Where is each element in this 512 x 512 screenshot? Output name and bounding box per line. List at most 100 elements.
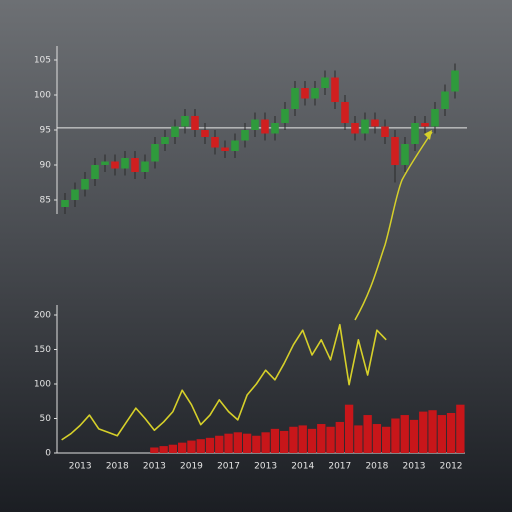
bar xyxy=(391,418,400,453)
candle-body xyxy=(181,116,189,127)
bar xyxy=(233,432,242,453)
candle-body xyxy=(151,144,159,162)
candle-body xyxy=(381,126,389,137)
candle-body xyxy=(121,158,129,169)
x-tick-label: 2019 xyxy=(180,462,203,472)
bar xyxy=(159,446,168,453)
bar xyxy=(409,419,419,453)
bar xyxy=(187,440,196,453)
candle-body xyxy=(301,88,309,99)
candle-body xyxy=(131,158,139,172)
bar xyxy=(419,411,428,453)
bar xyxy=(428,410,437,453)
bar xyxy=(372,424,382,453)
candle-body xyxy=(321,77,329,88)
x-tick-label: 2018 xyxy=(106,462,129,472)
candle-body xyxy=(251,119,259,130)
x-tick-label: 2013 xyxy=(69,462,92,472)
bar xyxy=(150,447,159,453)
candle-body xyxy=(191,116,199,130)
bar xyxy=(289,426,298,453)
bar xyxy=(354,425,363,453)
candle-body xyxy=(81,179,89,190)
bar xyxy=(446,412,456,453)
bar xyxy=(317,424,326,453)
candle-body xyxy=(331,77,339,102)
bar xyxy=(456,404,465,453)
bar xyxy=(382,426,391,453)
candle-body xyxy=(241,130,249,141)
bar xyxy=(335,421,344,453)
bar xyxy=(205,437,215,453)
y-tick-label: 200 xyxy=(34,311,51,321)
x-tick-label: 2017 xyxy=(217,462,240,472)
candle-body xyxy=(271,123,279,134)
candle-body xyxy=(421,123,429,127)
y-tick-label: 90 xyxy=(40,161,52,171)
x-tick-label: 2018 xyxy=(365,462,388,472)
bar xyxy=(344,404,354,453)
bar xyxy=(298,425,307,453)
candle-body xyxy=(291,88,299,109)
line xyxy=(61,323,387,441)
bar xyxy=(261,432,270,453)
y-tick-label: 85 xyxy=(40,196,51,206)
bar xyxy=(270,428,280,453)
candle-body xyxy=(371,119,379,127)
candle-body xyxy=(111,161,119,169)
bar xyxy=(215,435,224,453)
candle-body xyxy=(311,88,319,99)
x-tick-label: 2013 xyxy=(403,462,426,472)
candle-body xyxy=(281,109,289,123)
y-tick-label: 0 xyxy=(45,449,51,459)
candle-body xyxy=(61,200,69,207)
candle-body xyxy=(451,70,459,92)
candle-body xyxy=(171,126,179,137)
y-tick-label: 50 xyxy=(40,414,52,424)
y-tick-label: 105 xyxy=(34,56,51,66)
candle-body xyxy=(161,137,169,144)
candle-body xyxy=(211,137,219,148)
x-tick-label: 2013 xyxy=(254,462,277,472)
y-tick-label: 100 xyxy=(34,91,51,101)
bar xyxy=(252,435,261,453)
candle-body xyxy=(141,161,149,172)
candle-body xyxy=(351,123,359,134)
candle-body xyxy=(71,189,79,200)
x-tick-label: 2012 xyxy=(440,462,463,472)
bar xyxy=(280,430,289,453)
bar xyxy=(363,415,372,453)
candle-body xyxy=(91,165,99,179)
candle-body xyxy=(231,140,239,151)
candle-body xyxy=(411,123,419,144)
candle-body xyxy=(221,147,229,151)
bar xyxy=(168,444,178,453)
y-tick-label: 150 xyxy=(34,345,51,355)
candle-body xyxy=(431,109,439,127)
bar xyxy=(178,442,187,453)
bar xyxy=(437,415,446,453)
bar xyxy=(326,426,335,453)
arrow xyxy=(354,131,433,321)
candle-body xyxy=(261,119,269,134)
y-tick-label: 100 xyxy=(34,380,51,390)
bar xyxy=(400,415,409,453)
bar xyxy=(242,433,252,453)
candle-body xyxy=(201,130,209,137)
x-tick-label: 2017 xyxy=(328,462,351,472)
arrow-head xyxy=(424,130,432,140)
candle-body xyxy=(441,91,449,109)
x-tick-label: 2014 xyxy=(291,462,314,472)
candle-body xyxy=(401,144,409,165)
candle-body xyxy=(391,137,399,165)
bar xyxy=(307,428,317,453)
candle-body xyxy=(341,102,349,123)
bar xyxy=(196,439,205,453)
candle-body xyxy=(101,161,109,165)
x-tick-label: 2013 xyxy=(143,462,166,472)
bar xyxy=(224,433,233,453)
y-tick-label: 95 xyxy=(40,126,51,136)
candle-body xyxy=(361,119,369,134)
